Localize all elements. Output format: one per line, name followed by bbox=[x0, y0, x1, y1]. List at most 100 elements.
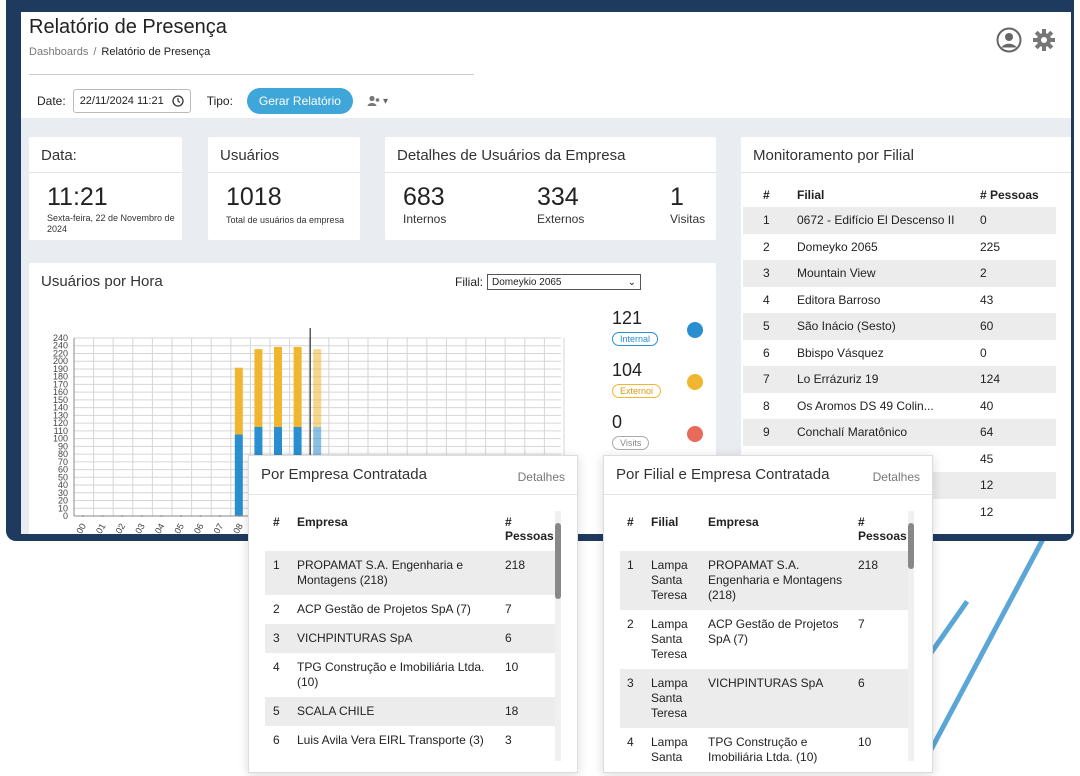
row-pessoas: 64 bbox=[978, 419, 1056, 446]
column-header: # bbox=[763, 188, 770, 202]
column-header: # Pessoas bbox=[980, 188, 1039, 202]
y-tick-label: 60 bbox=[58, 465, 68, 475]
column-header: Filial bbox=[797, 188, 825, 202]
user-profile-icon[interactable] bbox=[996, 27, 1022, 53]
row-index: 2 bbox=[627, 617, 634, 631]
scrollbar-thumb[interactable] bbox=[908, 523, 914, 569]
table-row[interactable]: 1 0672 - Edifício El Descenso II 0 bbox=[743, 207, 1056, 234]
y-tick-label: 50 bbox=[58, 472, 68, 482]
row-index: 5 bbox=[265, 697, 297, 726]
y-tick-label: 150 bbox=[53, 395, 68, 405]
y-tick-label: 190 bbox=[53, 364, 68, 374]
users-total-caption: Total de usuários da empresa bbox=[226, 215, 345, 225]
table-row[interactable]: 5 SCALA CHILE 18 bbox=[265, 697, 555, 726]
current-time: 11:21 bbox=[47, 183, 108, 211]
company-table-wrap: # Empresa # Pessoas 1 PROPAMAT S.A. Engen… bbox=[265, 511, 555, 769]
row-empresa: VICHPINTURAS SpA bbox=[297, 624, 501, 653]
chart-legend: 121 Internal 104 Externoi 0 Visits bbox=[609, 308, 709, 468]
table-row[interactable]: 45 bbox=[743, 446, 1056, 473]
x-tick-label: 02 bbox=[114, 522, 128, 534]
row-index: 2 bbox=[763, 239, 770, 254]
table-row[interactable]: 4 Editora Barroso 43 bbox=[743, 287, 1056, 314]
breadcrumb-root[interactable]: Dashboards bbox=[29, 46, 89, 58]
x-tick-label: 01 bbox=[94, 522, 108, 534]
bar-externoi-12 bbox=[313, 349, 322, 427]
y-tick-label: 170 bbox=[53, 379, 68, 389]
branch-company-details-link[interactable]: Detalhes bbox=[872, 470, 920, 484]
row-pessoas: 6 bbox=[854, 669, 908, 728]
y-tick-label: 100 bbox=[53, 434, 68, 444]
legend-visits: 0 Visits bbox=[612, 412, 650, 451]
date-label: Date: bbox=[37, 94, 66, 108]
branch-company-scrollbar[interactable] bbox=[908, 511, 914, 761]
y-tick-label: 10 bbox=[58, 503, 68, 513]
table-row[interactable]: 1 PROPAMAT S.A. Engenharia e Montagens (2… bbox=[265, 551, 555, 595]
user-details-title: Detalhes de Usuários da Empresa bbox=[397, 147, 626, 164]
legend-internal: 121 Internal bbox=[612, 308, 659, 347]
hourly-chart-title: Usuários por Hora bbox=[41, 273, 163, 290]
user-type-dropdown[interactable]: ▾ bbox=[367, 95, 388, 107]
table-row[interactable]: 2 Lampa Santa Teresa ACP Gestão de Projeto… bbox=[620, 610, 908, 669]
branch-table-header: # Filial # Pessoas bbox=[743, 179, 1056, 207]
table-row[interactable]: 4 TPG Construção e Imobiliária Ltda. (10)… bbox=[265, 653, 555, 697]
y-tick-label: 120 bbox=[53, 418, 68, 428]
row-pessoas: 10 bbox=[858, 735, 872, 749]
row-pessoas: 218 bbox=[854, 551, 908, 610]
date-input[interactable]: 22/11/2024 11:21 bbox=[72, 89, 191, 113]
row-filial: 0672 - Edifício El Descenso II bbox=[793, 207, 978, 234]
row-empresa: PROPAMAT S.A. Engenharia e Montagens (21… bbox=[708, 551, 854, 610]
row-pessoas: 0 bbox=[978, 207, 1056, 234]
table-row[interactable]: 2 ACP Gestão de Projetos SpA (7) 7 bbox=[265, 595, 555, 624]
table-row[interactable]: 3 VICHPINTURAS SpA 6 bbox=[265, 624, 555, 653]
company-scrollbar[interactable] bbox=[555, 511, 561, 761]
gear-icon[interactable] bbox=[1031, 27, 1057, 53]
table-row[interactable]: 5 São Inácio (Sesto) 60 bbox=[743, 313, 1056, 340]
legend-external: 104 Externoi bbox=[612, 360, 662, 399]
scrollbar-thumb[interactable] bbox=[555, 523, 561, 599]
table-row[interactable]: 6 Luis Avila Vera EIRL Transporte (3) 3 bbox=[265, 726, 555, 755]
filial-filter: Filial: Domeykio 2065 ⌄ bbox=[455, 274, 642, 290]
filial-select-value: Domeykio 2065 bbox=[492, 276, 562, 288]
date-card: Data: 11:21 Sexta-feira, 22 de Novembro … bbox=[29, 137, 182, 240]
row-filial: São Inácio (Sesto) bbox=[793, 313, 978, 340]
row-filial: Lampa Santa Teresa bbox=[651, 669, 708, 728]
visits-label: Visitas bbox=[670, 212, 706, 226]
card-divider bbox=[208, 172, 360, 173]
table-row[interactable]: 12 bbox=[743, 499, 1056, 526]
table-row[interactable]: 1 Lampa Santa Teresa PROPAMAT S.A. Engenha… bbox=[620, 551, 908, 610]
table-row[interactable]: 7 Lo Errázuriz 19 124 bbox=[743, 366, 1056, 393]
row-index: 3 bbox=[265, 624, 297, 653]
legend-external-value: 104 bbox=[612, 360, 643, 380]
row-pessoas: 43 bbox=[980, 292, 994, 307]
company-details-link[interactable]: Detalhes bbox=[517, 470, 565, 484]
table-row[interactable]: 8 Os Aromos DS 49 Colin... 40 bbox=[743, 393, 1056, 420]
legend-external-dot bbox=[687, 374, 703, 390]
row-filial: Lampa Santa Teresa bbox=[651, 617, 688, 661]
internal-label: Internos bbox=[403, 212, 447, 226]
card-divider bbox=[385, 172, 716, 173]
legend-visits-dot bbox=[687, 426, 703, 442]
filial-select[interactable]: Domeykio 2065 ⌄ bbox=[487, 274, 642, 290]
company-table-header: # Empresa # Pessoas bbox=[265, 511, 555, 551]
y-tick-label: 90 bbox=[58, 441, 68, 451]
legend-internal-label: Internal bbox=[612, 332, 659, 346]
row-pessoas: 218 bbox=[501, 551, 555, 595]
chevron-down-icon: ⌄ bbox=[627, 276, 637, 288]
table-row[interactable]: 3 Mountain View 2 bbox=[743, 260, 1056, 287]
row-pessoas: 2 bbox=[978, 260, 1056, 287]
row-empresa: TPG Construção e Imobiliária Ltda. (10) bbox=[708, 735, 818, 764]
table-row[interactable]: 3 Lampa Santa Teresa VICHPINTURAS SpA 6 bbox=[620, 669, 908, 728]
legend-visits-label: Visits bbox=[612, 436, 650, 450]
table-row[interactable]: 6 Bbispo Vásquez 0 bbox=[743, 340, 1056, 367]
table-row[interactable]: 4 Lampa Santa TPG Construção e Imobiliária… bbox=[620, 728, 908, 769]
table-row[interactable]: 2 Domeyko 2065 225 bbox=[743, 234, 1056, 261]
branch-monitoring-card: Monitoramento por Filial # Filial # Pess… bbox=[741, 137, 1071, 534]
external-stat: 334 Externos bbox=[537, 183, 584, 226]
y-tick-label: 240 bbox=[53, 333, 68, 343]
breadcrumb: Dashboards / Relatório de Presença bbox=[29, 46, 210, 58]
y-tick-label: 200 bbox=[53, 356, 68, 366]
table-row[interactable]: 9 Conchalí Maratônico 64 bbox=[743, 419, 1056, 446]
row-index: 3 bbox=[620, 669, 651, 728]
generate-report-button[interactable]: Gerar Relatório bbox=[246, 88, 353, 114]
row-pessoas: 7 bbox=[858, 617, 865, 631]
